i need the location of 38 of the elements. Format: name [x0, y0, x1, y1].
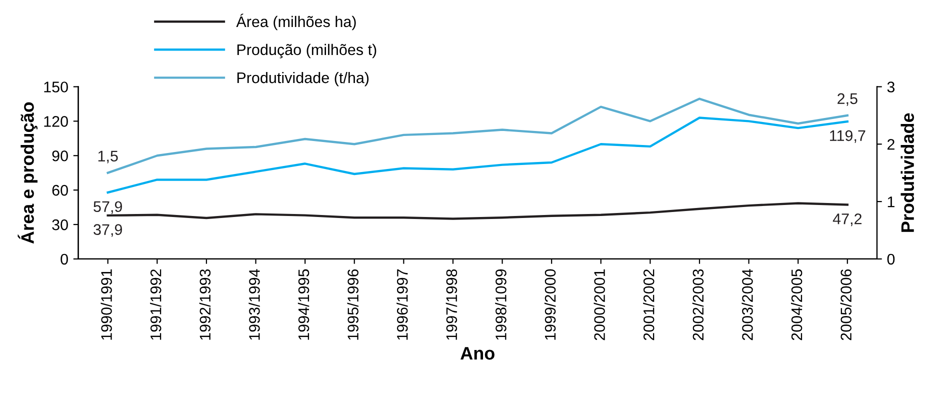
- x-tick-label: 2001/2002: [643, 269, 654, 340]
- data-label: 2,5: [838, 93, 858, 106]
- x-tick-label: 1995/1996: [347, 269, 358, 340]
- legend-label: Produção (milhões t): [237, 44, 376, 58]
- legend-label: Área (milhões ha): [236, 14, 356, 30]
- x-tick-label: 1997/1998: [446, 269, 458, 340]
- y2-tick-label: 0: [887, 254, 895, 265]
- x-axis-title: Ano: [460, 347, 494, 360]
- y-tick-label: 30: [52, 219, 68, 230]
- data-label: 119,7: [830, 130, 866, 143]
- x-tick-label: 1996/1997: [396, 269, 408, 340]
- y-tick-label: 150: [44, 82, 68, 92]
- data-label: 37,9: [94, 224, 122, 237]
- x-tick-label: 1999/2000: [544, 269, 556, 340]
- data-label: 47,2: [832, 213, 862, 226]
- x-tick-label: 2004/2005: [790, 269, 802, 340]
- data-label: 57,9: [94, 201, 122, 214]
- data-label: 1,5: [98, 150, 118, 164]
- y2-tick-label: 2: [887, 139, 894, 150]
- x-tick-label: 1992/1993: [199, 269, 211, 340]
- y2-axis-title: Produtividade: [900, 113, 914, 232]
- x-tick-label: 1990/1991: [100, 269, 112, 340]
- x-tick-label: 2002/2003: [692, 269, 704, 340]
- x-tick-label: 1991/1992: [150, 269, 162, 340]
- y-tick-label: 90: [52, 150, 68, 162]
- x-tick-label: 2003/2004: [742, 269, 753, 340]
- x-tick-label: 2005/2006: [840, 269, 852, 340]
- x-tick-label: 1994/1995: [298, 269, 310, 340]
- y2-tick-label: 1: [888, 196, 894, 208]
- y-tick-label: 120: [44, 116, 68, 127]
- y-tick-label: 60: [52, 184, 68, 196]
- x-tick-label: 1998/1099: [495, 269, 506, 340]
- y-tick-label: 0: [60, 254, 68, 265]
- x-tick-label: 1993/1994: [248, 269, 260, 340]
- y-axis-title: Área e produção: [18, 102, 38, 244]
- x-tick-label: 2000/2001: [594, 269, 605, 340]
- legend-label: Produtividade (t/ha): [237, 72, 369, 86]
- y2-tick-label: 3: [887, 82, 895, 92]
